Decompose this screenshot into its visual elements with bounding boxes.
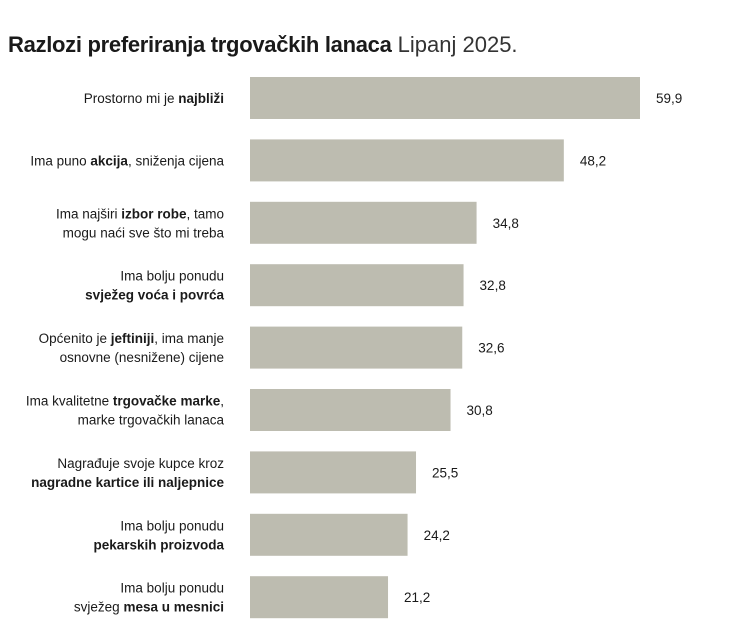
category-label-2-line-1: Ima puno akcija, sniženja cijena xyxy=(30,153,224,168)
value-label-2: 48,2 xyxy=(580,153,606,168)
bar-1 xyxy=(250,77,640,119)
value-label-4: 32,8 xyxy=(480,278,506,293)
value-label-5: 32,6 xyxy=(478,341,504,356)
bar-2 xyxy=(250,139,564,182)
value-label-1: 59,9 xyxy=(656,91,682,106)
value-label-9: 21,2 xyxy=(404,590,430,605)
bar-8 xyxy=(250,513,408,556)
category-label-3-line-1: Ima najširi izbor robe, tamo xyxy=(56,206,224,221)
bar-3 xyxy=(250,201,477,244)
bar-4 xyxy=(250,264,464,307)
category-label-5-line-2: osnovne (nesnižene) cijene xyxy=(60,350,224,365)
bar-9 xyxy=(250,576,389,619)
category-label-7-line-1: Nagrađuje svoje kupce kroz xyxy=(57,456,224,471)
value-label-7: 25,5 xyxy=(432,465,458,480)
category-label-4-line-2: svježeg voća i povrća xyxy=(85,288,224,303)
category-label-6-line-2: marke trgovačkih lanaca xyxy=(78,413,225,428)
bar-7 xyxy=(250,451,417,494)
category-label-9-line-1: Ima bolju ponudu xyxy=(120,581,224,596)
category-label-9-line-2: svježeg mesa u mesnici xyxy=(74,600,224,615)
chart-title-block: Razlozi preferiranja trgovačkih lanaca L… xyxy=(8,30,518,60)
category-label-8-line-2: pekarskih proizvoda xyxy=(93,537,224,552)
value-label-6: 30,8 xyxy=(467,403,493,418)
category-label-5-line-1: Općenito je jeftiniji, ima manje xyxy=(39,331,224,346)
category-label-8-line-1: Ima bolju ponudu xyxy=(120,518,224,533)
bar-6 xyxy=(250,389,451,431)
category-label-3-line-2: mogu naći sve što mi treba xyxy=(63,225,225,240)
category-label-4-line-1: Ima bolju ponudu xyxy=(120,269,224,284)
chart-title: Razlozi preferiranja trgovačkih lanaca xyxy=(8,32,392,57)
value-label-8: 24,2 xyxy=(424,528,450,543)
category-label-7-line-2: nagradne kartice ili naljepnice xyxy=(31,475,224,490)
bar-5 xyxy=(250,326,463,369)
chart-subtitle: Lipanj 2025. xyxy=(397,32,518,57)
value-label-3: 34,8 xyxy=(493,216,519,231)
category-label-6-line-1: Ima kvalitetne trgovačke marke, xyxy=(26,394,224,409)
category-label-1-line-1: Prostorno mi je najbliži xyxy=(84,91,224,106)
